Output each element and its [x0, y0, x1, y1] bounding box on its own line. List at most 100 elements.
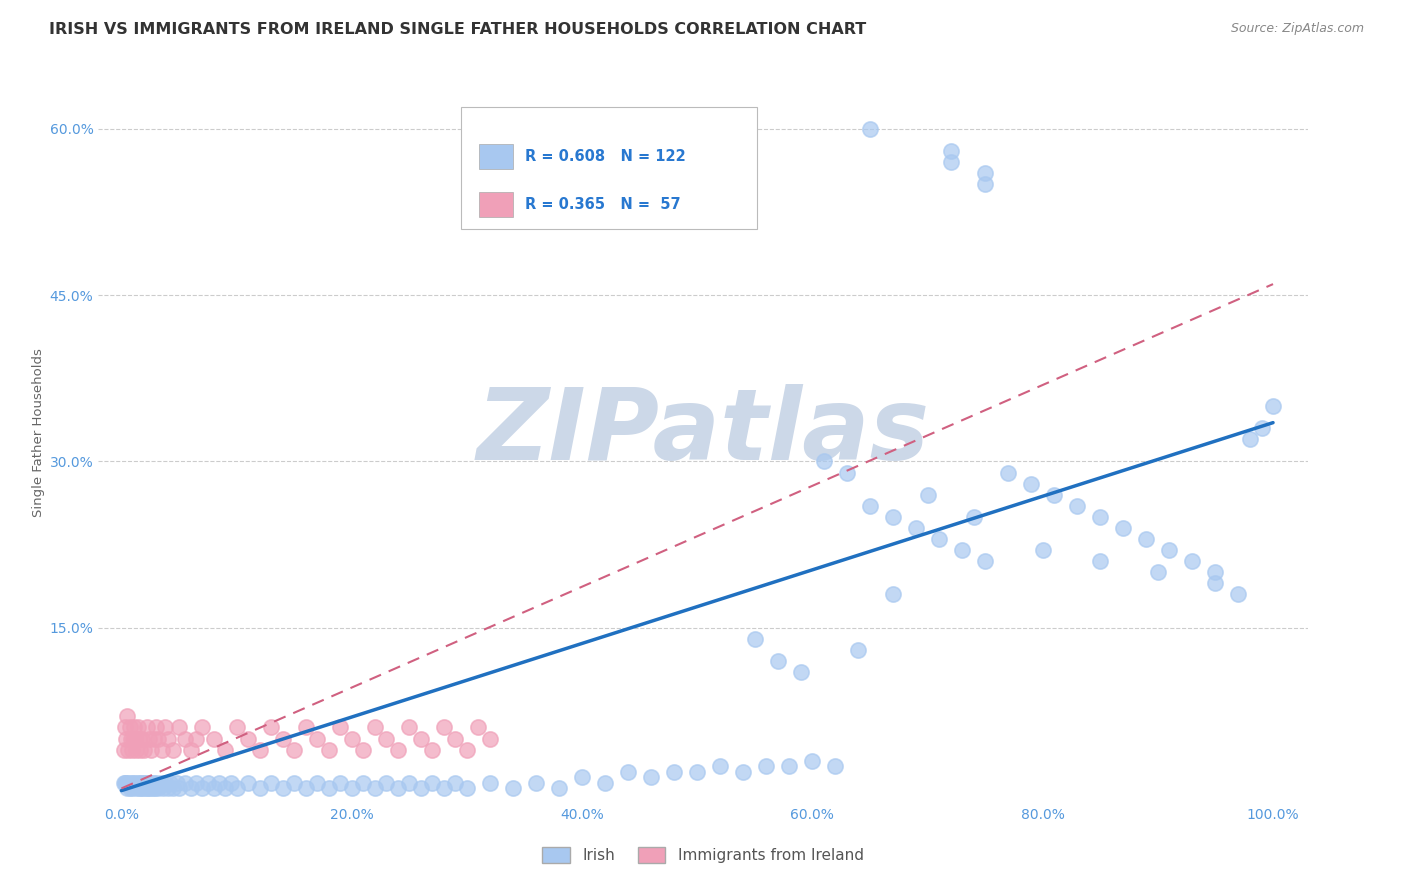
Point — [117, 742, 139, 756]
Point — [117, 776, 139, 790]
Point — [249, 781, 271, 796]
Point — [162, 742, 184, 756]
Point — [135, 721, 157, 735]
Point — [138, 731, 160, 746]
Point — [191, 781, 214, 796]
Point — [835, 466, 858, 480]
Point — [571, 770, 593, 784]
Point — [260, 776, 283, 790]
Point — [115, 731, 138, 746]
Point — [112, 776, 135, 790]
Point — [340, 781, 363, 796]
Point — [422, 742, 444, 756]
Point — [118, 781, 141, 796]
Point — [148, 731, 170, 746]
Point — [593, 776, 616, 790]
Point — [478, 776, 501, 790]
Point — [249, 742, 271, 756]
FancyBboxPatch shape — [461, 107, 758, 229]
Point — [744, 632, 766, 646]
Point — [225, 781, 247, 796]
Point — [148, 781, 170, 796]
Point — [1227, 587, 1250, 601]
Point — [307, 776, 329, 790]
FancyBboxPatch shape — [479, 145, 513, 169]
Point — [1090, 554, 1112, 568]
Point — [155, 721, 177, 735]
Point — [456, 781, 478, 796]
Point — [167, 781, 190, 796]
Point — [974, 554, 997, 568]
Point — [122, 776, 145, 790]
Point — [467, 721, 489, 735]
Point — [191, 721, 214, 735]
Point — [120, 731, 142, 746]
Point — [202, 731, 225, 746]
Point — [125, 781, 148, 796]
Point — [166, 776, 188, 790]
Point — [939, 144, 962, 158]
Point — [1204, 566, 1226, 580]
Legend: Irish, Immigrants from Ireland: Irish, Immigrants from Ireland — [536, 841, 870, 869]
Point — [375, 776, 398, 790]
Point — [882, 509, 904, 524]
Point — [433, 721, 456, 735]
Point — [129, 781, 152, 796]
Point — [478, 731, 501, 746]
Point — [139, 781, 162, 796]
Point — [1147, 566, 1170, 580]
Point — [156, 731, 179, 746]
Point — [186, 731, 208, 746]
Point — [1066, 499, 1088, 513]
Point — [135, 776, 157, 790]
Point — [283, 742, 305, 756]
Point — [121, 742, 143, 756]
Point — [859, 122, 882, 136]
Point — [1261, 399, 1284, 413]
Point — [134, 776, 156, 790]
Point — [214, 742, 236, 756]
Point — [962, 509, 984, 524]
Point — [329, 721, 352, 735]
Point — [733, 764, 755, 779]
Point — [124, 776, 146, 790]
Point — [115, 781, 138, 796]
Point — [398, 776, 420, 790]
Point — [152, 781, 174, 796]
Point — [142, 776, 165, 790]
Point — [824, 759, 846, 773]
Point — [801, 754, 824, 768]
Point — [128, 731, 150, 746]
Point — [120, 776, 142, 790]
Point — [778, 759, 800, 773]
Point — [318, 781, 340, 796]
Point — [131, 776, 153, 790]
Point — [141, 742, 163, 756]
Text: Source: ZipAtlas.com: Source: ZipAtlas.com — [1230, 22, 1364, 36]
Point — [145, 721, 167, 735]
Point — [124, 731, 146, 746]
Point — [236, 731, 259, 746]
Point — [260, 721, 283, 735]
Point — [1159, 543, 1181, 558]
Point — [271, 781, 294, 796]
Point — [352, 742, 374, 756]
Point — [1112, 521, 1135, 535]
Point — [208, 776, 231, 790]
Point — [150, 742, 173, 756]
Point — [167, 721, 190, 735]
Point — [131, 731, 153, 746]
Point — [939, 155, 962, 169]
Point — [444, 776, 467, 790]
Point — [141, 781, 163, 796]
Point — [813, 454, 835, 468]
Point — [409, 781, 432, 796]
Point — [294, 781, 316, 796]
Point — [617, 764, 640, 779]
Point — [1019, 476, 1042, 491]
Point — [159, 776, 181, 790]
Point — [1181, 554, 1204, 568]
Point — [127, 776, 149, 790]
Point — [115, 776, 138, 790]
Point — [352, 776, 374, 790]
